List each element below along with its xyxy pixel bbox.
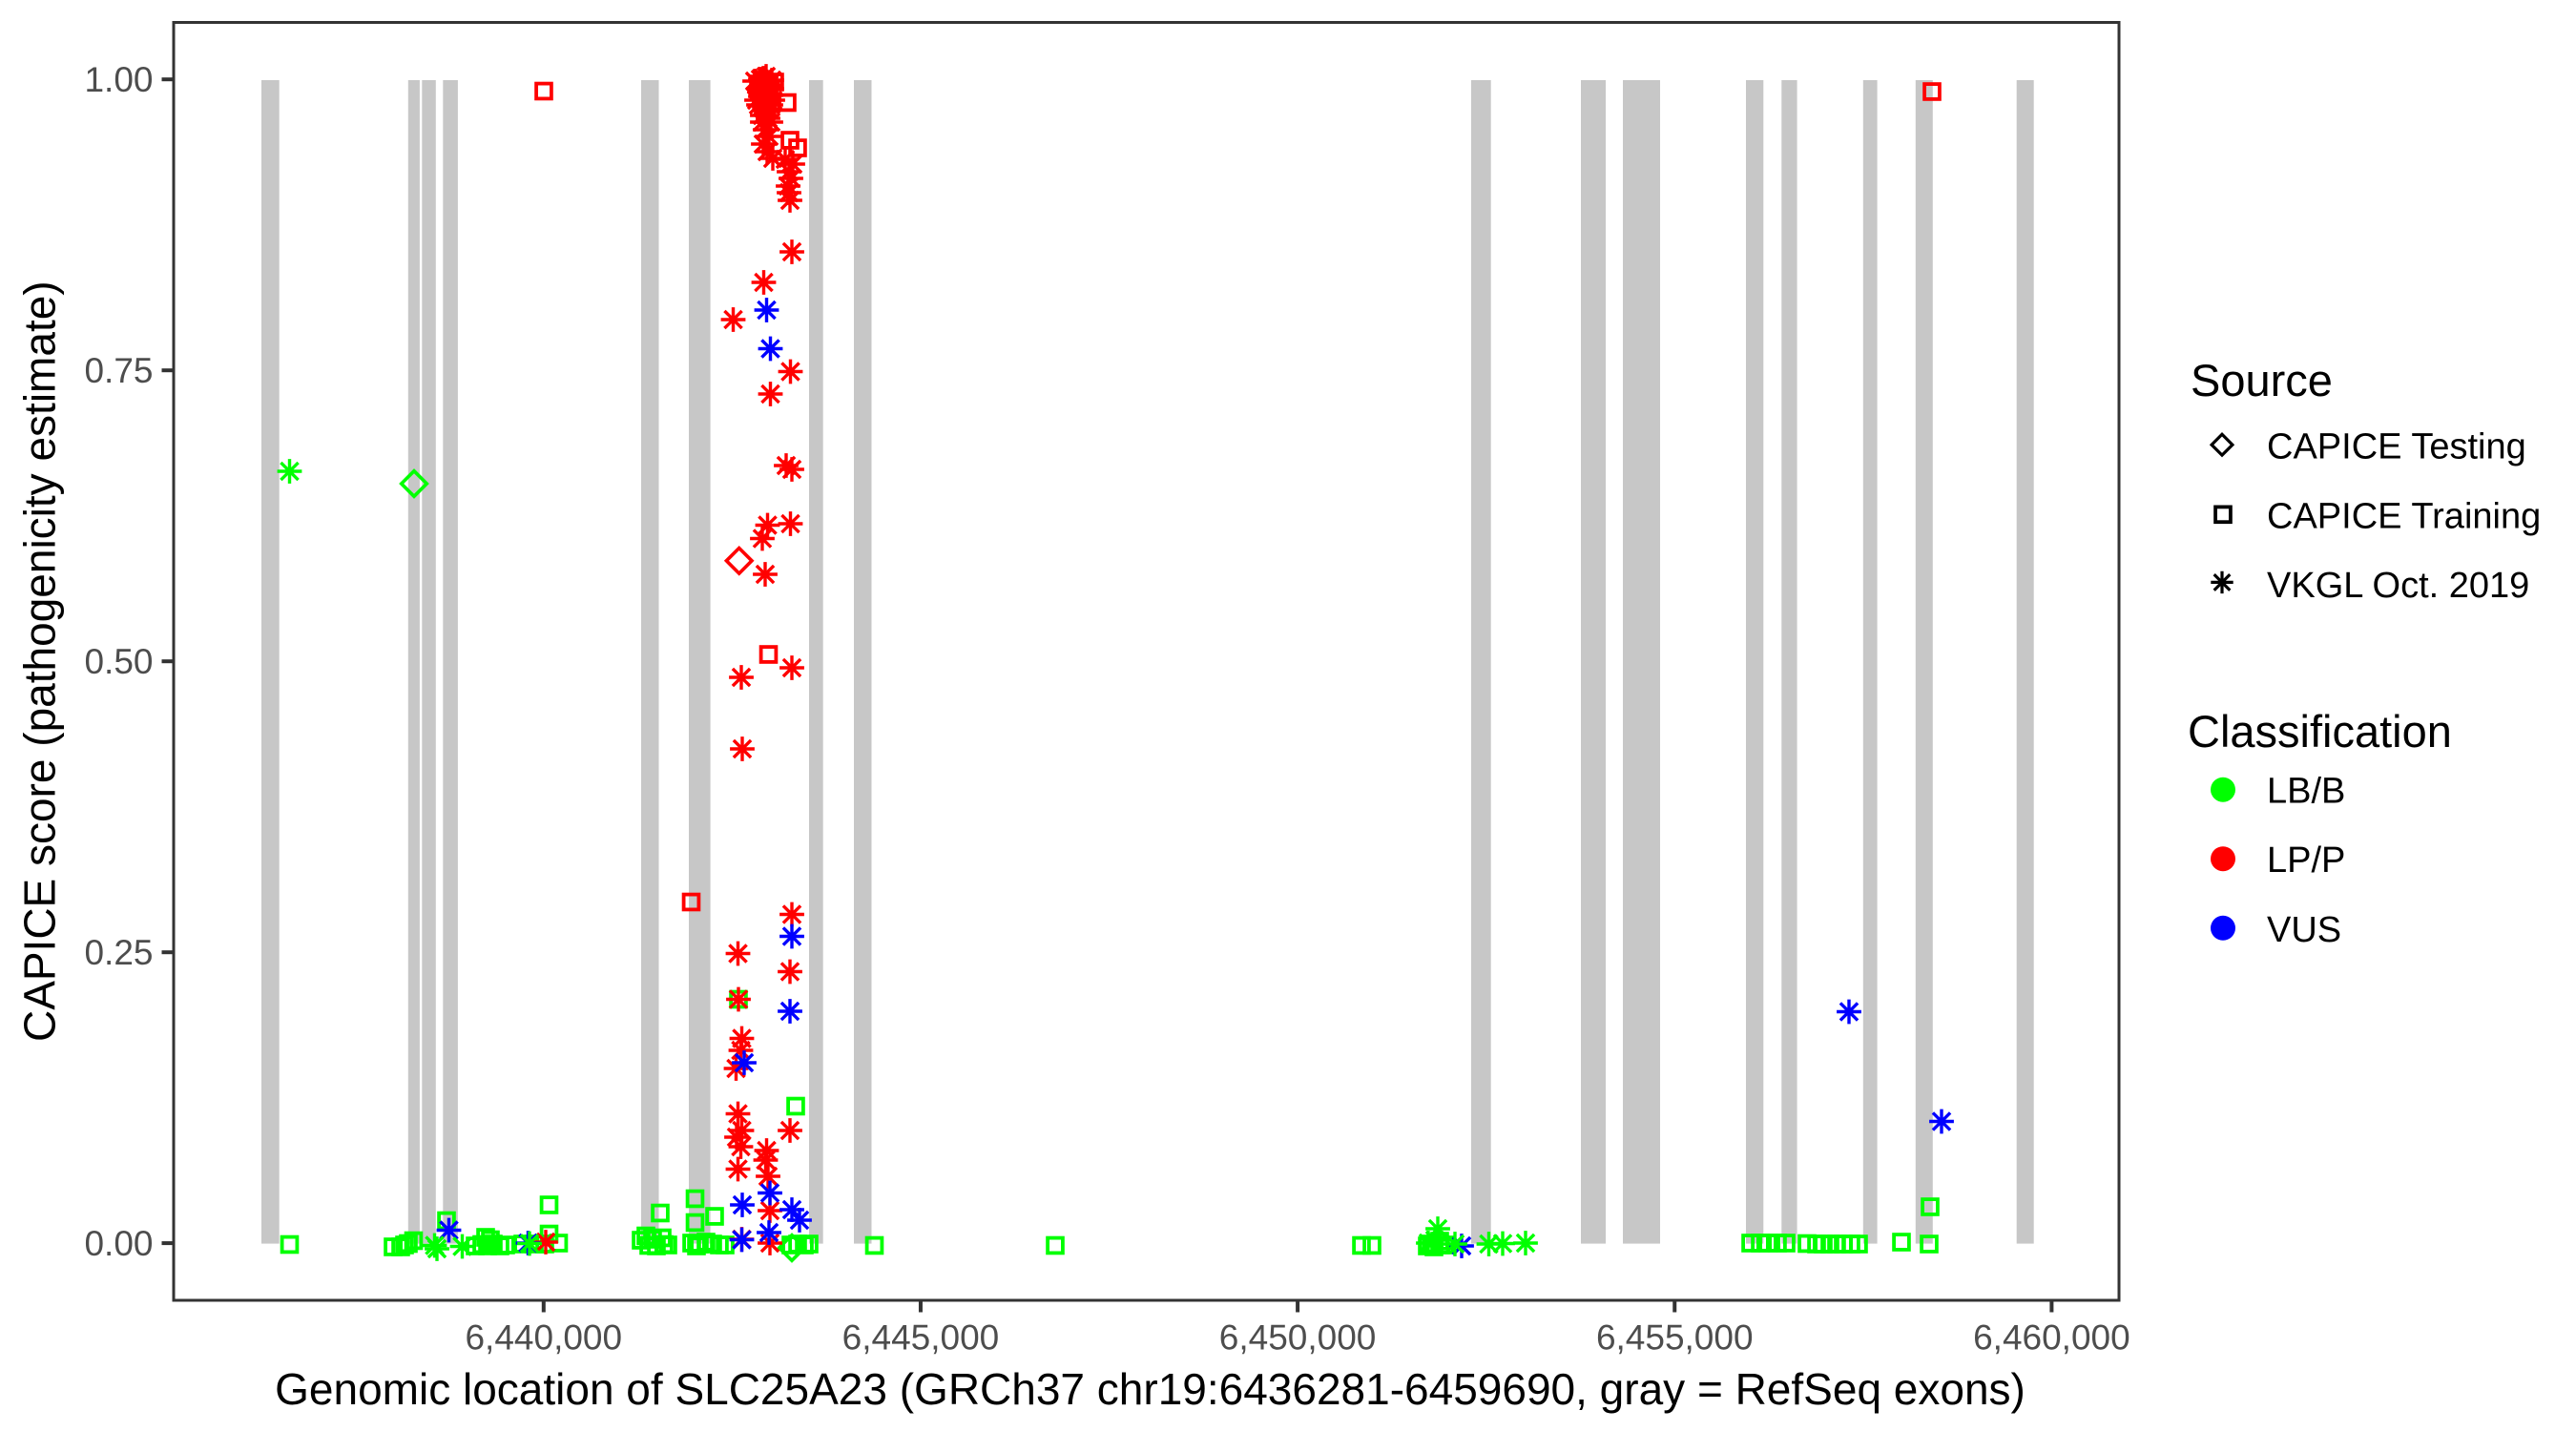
svg-text:CAPICE Training: CAPICE Training bbox=[2267, 496, 2541, 536]
svg-text:VUS: VUS bbox=[2267, 910, 2341, 950]
svg-text:6,460,000: 6,460,000 bbox=[1973, 1318, 2130, 1358]
svg-text:0.75: 0.75 bbox=[84, 351, 153, 390]
svg-text:0.50: 0.50 bbox=[84, 642, 153, 681]
svg-text:1.00: 1.00 bbox=[84, 60, 153, 99]
svg-text:VKGL Oct. 2019: VKGL Oct. 2019 bbox=[2267, 566, 2529, 606]
svg-text:Genomic location of SLC25A23 (: Genomic location of SLC25A23 (GRCh37 chr… bbox=[275, 1364, 2025, 1414]
svg-text:6,445,000: 6,445,000 bbox=[842, 1318, 1000, 1358]
svg-text:LB/B: LB/B bbox=[2267, 772, 2345, 812]
svg-text:LP/P: LP/P bbox=[2267, 840, 2345, 881]
svg-text:Source: Source bbox=[2191, 355, 2333, 405]
svg-text:6,440,000: 6,440,000 bbox=[465, 1318, 622, 1358]
svg-text:CAPICE score (pathogenicity es: CAPICE score (pathogenicity estimate) bbox=[15, 280, 65, 1042]
svg-text:CAPICE Testing: CAPICE Testing bbox=[2267, 427, 2526, 467]
svg-text:6,455,000: 6,455,000 bbox=[1596, 1318, 1754, 1358]
svg-text:6,450,000: 6,450,000 bbox=[1219, 1318, 1377, 1358]
svg-text:Classification: Classification bbox=[2188, 706, 2452, 757]
svg-text:0.00: 0.00 bbox=[84, 1224, 153, 1263]
svg-text:0.25: 0.25 bbox=[84, 933, 153, 972]
